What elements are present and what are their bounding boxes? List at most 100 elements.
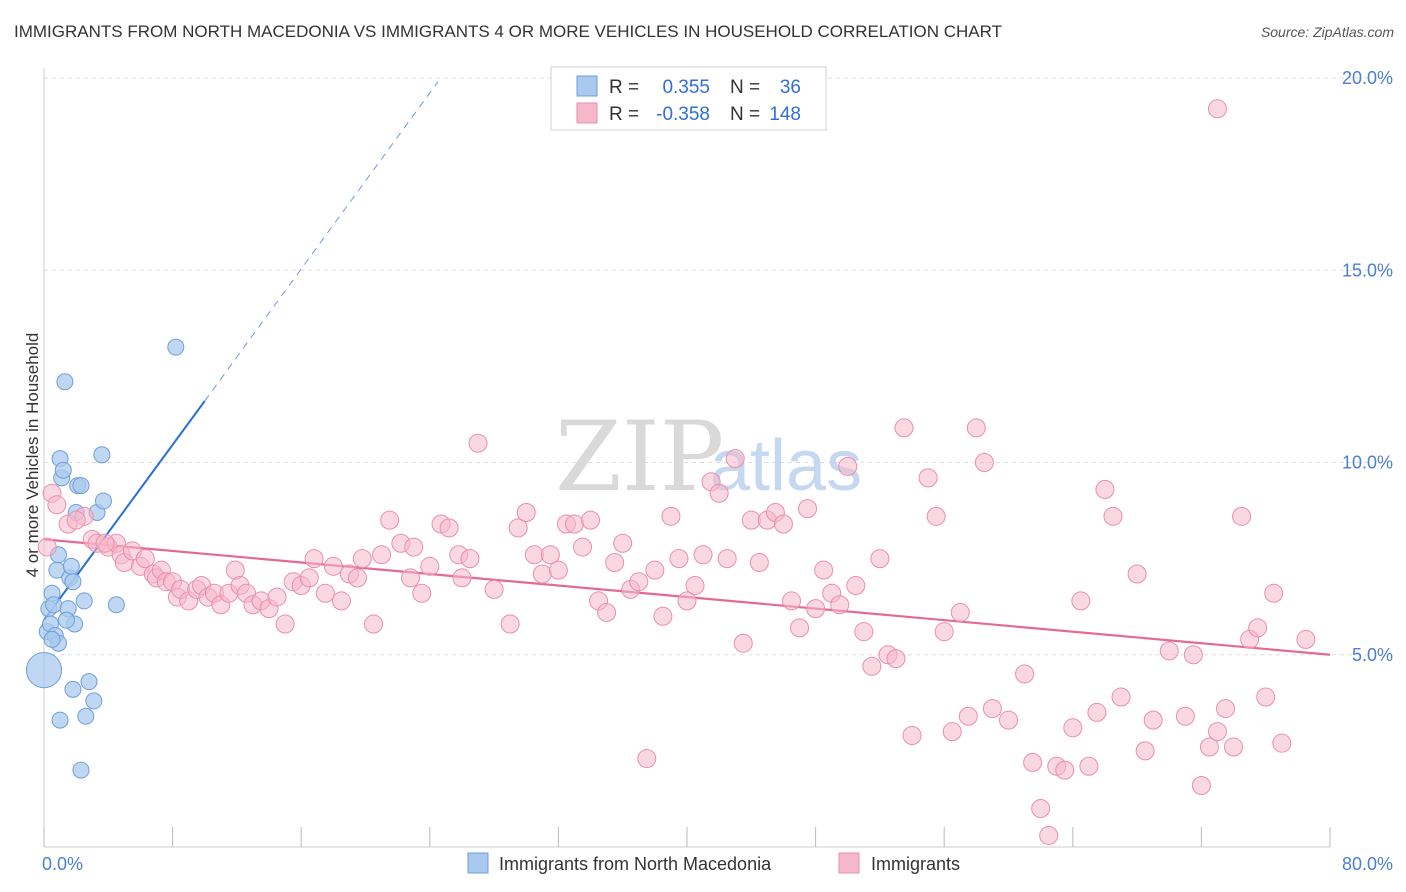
point-immigrants <box>999 710 1018 730</box>
point-immigrants <box>886 649 906 669</box>
point-immigrants <box>1087 702 1107 722</box>
watermark-zip: ZIP <box>555 401 724 513</box>
point-north-macedonia <box>93 446 111 464</box>
point-immigrants <box>982 699 1002 719</box>
y-tick-label: 20.0% <box>1342 68 1393 88</box>
point-immigrants <box>484 579 504 599</box>
point-north-macedonia <box>45 596 63 614</box>
point-immigrants <box>1216 699 1236 719</box>
point-immigrants <box>790 618 810 638</box>
point-immigrants <box>1015 664 1035 684</box>
point-immigrants <box>323 556 343 576</box>
point-north-macedonia <box>62 557 80 575</box>
point-immigrants <box>918 468 938 488</box>
point-immigrants <box>717 549 737 569</box>
y-axis-title: 4 or more Vehicles in Household <box>23 333 42 578</box>
point-immigrants <box>524 545 544 565</box>
point-north-macedonia <box>64 680 82 698</box>
point-immigrants <box>404 537 424 557</box>
point-immigrants <box>1135 741 1155 761</box>
point-immigrants <box>1079 756 1099 776</box>
point-north-macedonia <box>75 592 93 610</box>
point-immigrants <box>942 722 962 742</box>
point-north-macedonia <box>58 611 76 629</box>
point-immigrants <box>1143 710 1163 730</box>
point-immigrants <box>741 510 761 530</box>
point-north-macedonia <box>72 761 90 779</box>
point-immigrants <box>749 552 769 572</box>
point-immigrants <box>1224 737 1244 757</box>
legend-r-value-1: 0.355 <box>662 77 710 98</box>
point-immigrants <box>693 545 713 565</box>
point-immigrants <box>315 583 335 603</box>
point-immigrants <box>380 510 400 530</box>
point-immigrants <box>597 602 617 622</box>
point-immigrants <box>1264 583 1284 603</box>
point-immigrants <box>677 591 697 611</box>
point-immigrants <box>966 418 986 438</box>
legend-swatch-pink <box>576 102 598 124</box>
point-immigrants <box>1296 629 1316 649</box>
data-points <box>25 99 1316 845</box>
point-immigrants <box>1071 591 1091 611</box>
chart-title: IMMIGRANTS FROM NORTH MACEDONIA VS IMMIG… <box>14 22 1002 41</box>
point-immigrants <box>725 449 745 469</box>
point-immigrants <box>267 587 287 607</box>
point-immigrants <box>352 549 372 569</box>
point-north-macedonia <box>72 477 90 495</box>
point-north-macedonia <box>85 692 103 710</box>
point-immigrants <box>516 502 536 522</box>
y-tick-label: 5.0% <box>1352 645 1393 665</box>
point-north-macedonia <box>64 573 82 591</box>
legend: R = 0.355 N = 36 R = -0.358 N = 148 <box>550 66 827 131</box>
point-immigrants <box>331 591 351 611</box>
point-immigrants <box>135 549 155 569</box>
legend-n-label-2: N = <box>730 104 760 125</box>
point-immigrants <box>870 549 890 569</box>
point-immigrants <box>862 656 882 676</box>
point-immigrants <box>548 560 568 580</box>
y-tick-label: 10.0% <box>1342 453 1393 473</box>
point-immigrants <box>661 506 681 526</box>
legend-n-value-1: 36 <box>780 77 801 98</box>
point-immigrants <box>1207 99 1227 119</box>
point-immigrants <box>1256 687 1276 707</box>
point-immigrants <box>1175 706 1195 726</box>
point-north-macedonia <box>94 492 112 510</box>
point-immigrants <box>645 560 665 580</box>
point-north-macedonia <box>77 707 95 725</box>
point-immigrants <box>401 568 421 588</box>
point-immigrants <box>1039 825 1059 845</box>
point-immigrants <box>1232 506 1252 526</box>
bottom-legend-swatch-pink <box>838 852 860 874</box>
point-immigrants <box>1095 479 1115 499</box>
point-immigrants <box>1248 618 1268 638</box>
point-north-macedonia <box>25 652 63 689</box>
trend-line-north-macedonia-extension <box>204 81 439 402</box>
point-immigrants <box>1111 687 1131 707</box>
point-immigrants <box>1031 799 1051 819</box>
point-immigrants <box>926 506 946 526</box>
point-immigrants <box>950 602 970 622</box>
point-immigrants <box>685 576 705 596</box>
point-immigrants <box>974 453 994 472</box>
point-immigrants <box>500 614 520 634</box>
point-north-macedonia <box>51 711 69 729</box>
point-immigrants <box>1159 641 1179 661</box>
y-tick-label: 15.0% <box>1342 260 1393 280</box>
point-north-macedonia <box>167 338 185 356</box>
point-immigrants <box>1127 564 1147 584</box>
point-immigrants <box>781 591 801 611</box>
point-immigrants <box>420 556 440 576</box>
point-immigrants <box>814 560 834 580</box>
point-north-macedonia <box>107 596 125 614</box>
point-immigrants <box>508 518 528 538</box>
x-tick-label: 80.0% <box>1342 854 1393 874</box>
bottom-legend-swatch-blue <box>467 852 489 874</box>
point-immigrants <box>653 606 673 626</box>
legend-n-value-2: 148 <box>769 104 801 125</box>
point-immigrants <box>1055 760 1075 780</box>
bottom-legend-label-2: Immigrants <box>871 854 960 874</box>
x-tick-labels: 0.0% 80.0% <box>42 854 1393 874</box>
